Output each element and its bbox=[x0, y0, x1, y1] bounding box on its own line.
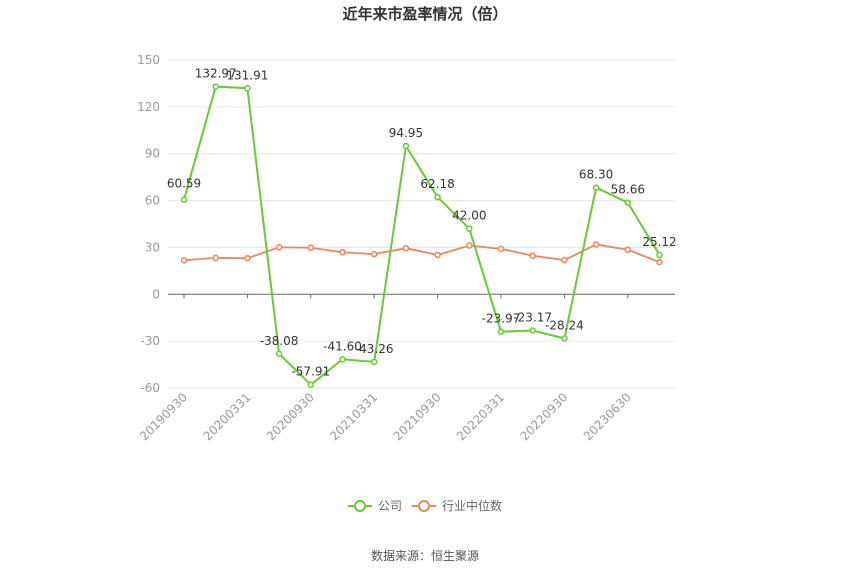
y-tick-label: 150 bbox=[137, 53, 160, 67]
x-axis: 20190930 20200331 20200930 20210331 20210930… bbox=[137, 293, 675, 443]
point-industry-median bbox=[656, 258, 663, 266]
x-tick-label: 20200930 bbox=[264, 390, 317, 443]
point-company bbox=[466, 225, 473, 232]
data-label: 131.91 bbox=[226, 68, 268, 82]
point-industry-median bbox=[275, 244, 283, 251]
point-industry-median bbox=[244, 254, 251, 262]
point-company bbox=[656, 251, 663, 259]
data-label: 94.95 bbox=[389, 126, 423, 140]
data-label: -23.97 bbox=[482, 312, 521, 326]
data-label: -43.26 bbox=[355, 342, 394, 356]
point-industry-median bbox=[529, 252, 536, 259]
y-tick-label: 60 bbox=[145, 194, 160, 208]
point-company bbox=[370, 358, 378, 366]
legend-label: 行业中位数 bbox=[442, 498, 502, 513]
point-industry-median bbox=[561, 256, 568, 264]
x-tick-label: 20210930 bbox=[391, 390, 444, 443]
data-label: 58.66 bbox=[611, 183, 645, 197]
source-text: 数据来源：恒生聚源 bbox=[371, 548, 479, 563]
data-label: -41.60 bbox=[323, 339, 362, 353]
point-company bbox=[275, 350, 283, 358]
legend-marker bbox=[354, 500, 366, 512]
data-label: 25.12 bbox=[642, 235, 676, 249]
x-tick-label: 20200331 bbox=[200, 390, 253, 443]
point-company bbox=[561, 335, 568, 342]
point-company bbox=[497, 328, 505, 335]
series-layer bbox=[180, 83, 663, 388]
data-label: 60.59 bbox=[167, 177, 201, 191]
point-company bbox=[212, 83, 219, 90]
point-company bbox=[434, 193, 441, 201]
point-industry-median bbox=[434, 251, 441, 259]
x-tick-label: 20220930 bbox=[517, 390, 570, 443]
point-company bbox=[339, 356, 346, 363]
data-label: -57.91 bbox=[291, 365, 330, 379]
series-line-company bbox=[183, 85, 661, 387]
point-industry-median bbox=[497, 245, 505, 253]
x-tick-label: 20190930 bbox=[137, 390, 190, 443]
point-industry-median bbox=[592, 241, 600, 248]
legend-marker bbox=[418, 500, 430, 512]
chart-title: 近年来市盈率情况（倍） bbox=[342, 5, 507, 23]
y-axis-ticks: 150 120 90 60 30 0 -30 -60 bbox=[137, 53, 160, 395]
y-tick-label: 90 bbox=[145, 147, 160, 161]
x-tick-label: 20220331 bbox=[454, 390, 507, 443]
data-label: 68.30 bbox=[579, 168, 613, 182]
point-industry-median bbox=[466, 242, 473, 249]
y-tick-label: -30 bbox=[140, 334, 160, 348]
legend-item-company[interactable]: 公司 bbox=[348, 499, 402, 513]
point-industry-median bbox=[402, 244, 410, 252]
x-tick-label: 20210331 bbox=[327, 390, 380, 443]
point-industry-median bbox=[624, 246, 632, 254]
point-company bbox=[624, 199, 632, 206]
point-company bbox=[402, 142, 410, 150]
legend[interactable]: 公司 行业中位数 bbox=[348, 498, 502, 513]
point-company bbox=[307, 381, 315, 388]
grid bbox=[168, 59, 675, 389]
y-tick-label: -60 bbox=[140, 381, 160, 395]
legend-item-industry-median[interactable]: 行业中位数 bbox=[412, 498, 502, 513]
point-company bbox=[529, 327, 536, 334]
data-label: -23.17 bbox=[513, 310, 552, 324]
point-industry-median bbox=[180, 256, 188, 264]
point-company bbox=[592, 184, 600, 191]
series-line-industry-median bbox=[183, 243, 660, 263]
x-tick-label: 20230630 bbox=[581, 390, 634, 443]
y-tick-label: 120 bbox=[137, 100, 160, 114]
y-tick-label: 30 bbox=[145, 240, 160, 254]
legend-label: 公司 bbox=[378, 499, 402, 513]
data-label: -38.08 bbox=[260, 334, 299, 348]
y-tick-label: 0 bbox=[152, 287, 160, 301]
data-label: 132.97 bbox=[195, 67, 237, 81]
data-label: 42.00 bbox=[452, 209, 486, 223]
point-company bbox=[180, 196, 188, 203]
data-label: 62.18 bbox=[420, 177, 454, 191]
point-industry-median bbox=[307, 244, 315, 251]
point-company bbox=[244, 85, 251, 92]
point-industry-median bbox=[339, 249, 346, 256]
point-industry-median bbox=[370, 250, 378, 258]
point-industry-median bbox=[212, 254, 219, 262]
data-label: -28.24 bbox=[545, 318, 584, 332]
